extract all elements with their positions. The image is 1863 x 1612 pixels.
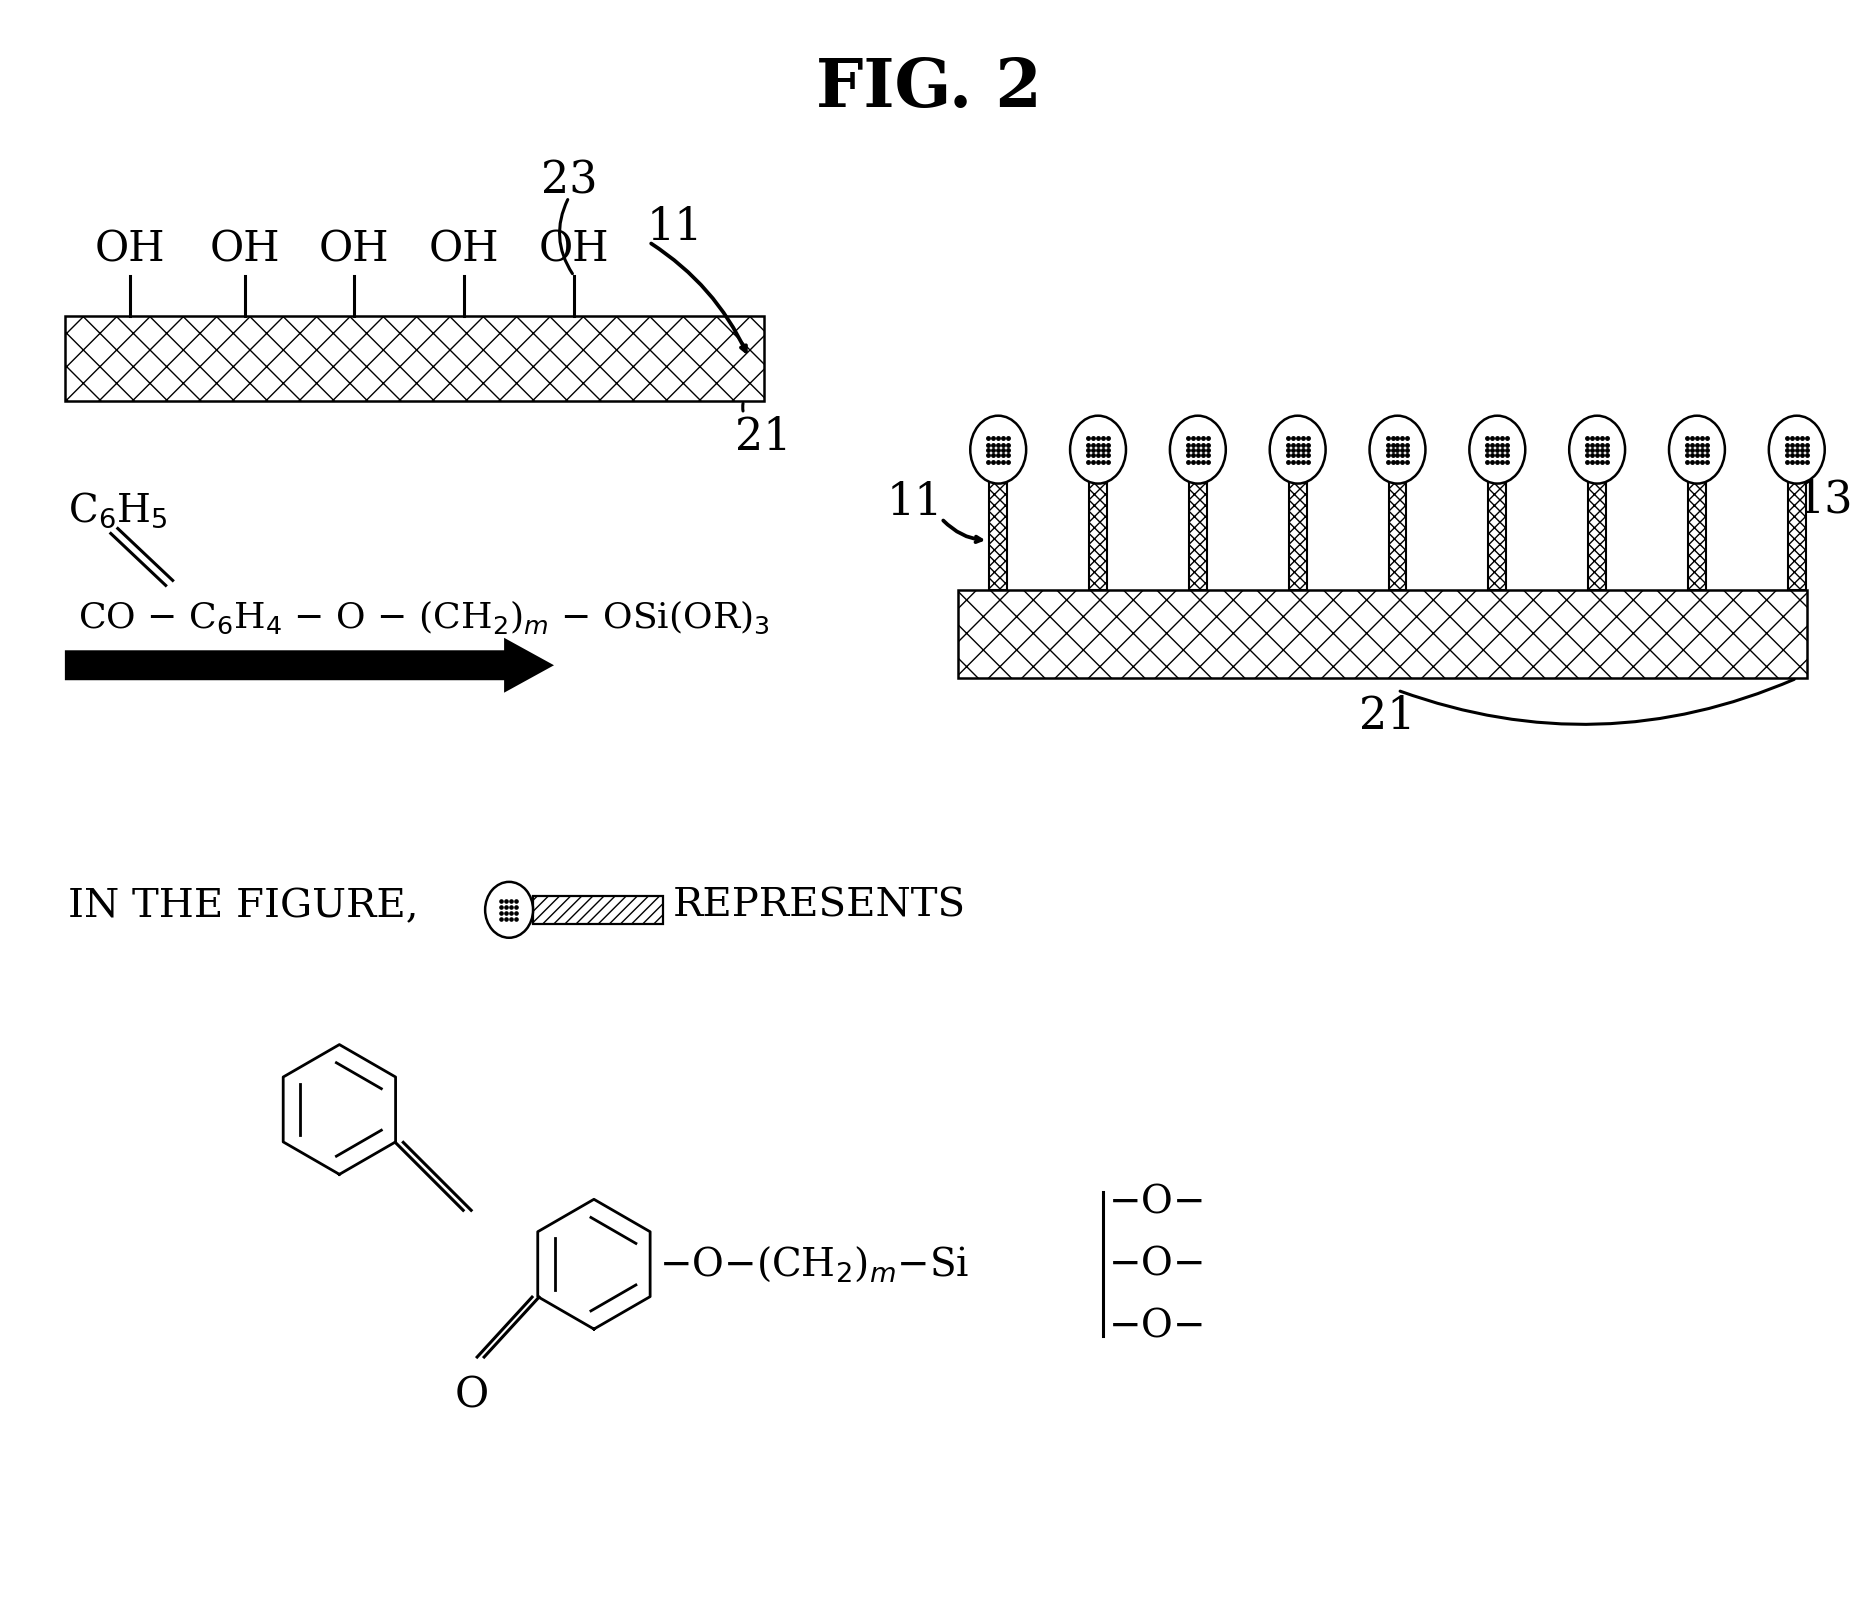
Text: FIG. 2: FIG. 2 bbox=[816, 56, 1041, 121]
Bar bbox=[1788, 476, 1805, 590]
Ellipse shape bbox=[484, 882, 533, 938]
Text: 23: 23 bbox=[540, 160, 598, 203]
Bar bbox=[65, 316, 764, 401]
Text: OH: OH bbox=[538, 229, 609, 271]
Ellipse shape bbox=[1768, 416, 1824, 484]
Bar bbox=[1688, 476, 1707, 590]
Bar bbox=[1388, 476, 1407, 590]
Text: OH: OH bbox=[319, 229, 389, 271]
Text: $-$O$-$(CH$_2$)$_m$$-$Si: $-$O$-$(CH$_2$)$_m$$-$Si bbox=[660, 1244, 969, 1285]
Text: $-$O$-$: $-$O$-$ bbox=[1108, 1183, 1203, 1220]
Bar bbox=[1289, 476, 1306, 590]
Text: OH: OH bbox=[209, 229, 279, 271]
Bar bbox=[1489, 476, 1507, 590]
Text: 21: 21 bbox=[736, 416, 792, 459]
Bar bbox=[1189, 476, 1207, 590]
Text: 13: 13 bbox=[1796, 479, 1854, 522]
Text: C$_6$H$_5$: C$_6$H$_5$ bbox=[67, 490, 168, 530]
Text: OH: OH bbox=[95, 229, 166, 271]
Ellipse shape bbox=[1170, 416, 1226, 484]
FancyArrow shape bbox=[65, 638, 553, 693]
Ellipse shape bbox=[1470, 416, 1526, 484]
Ellipse shape bbox=[1569, 416, 1625, 484]
Bar bbox=[1090, 476, 1107, 590]
Bar bbox=[958, 590, 1807, 679]
Ellipse shape bbox=[1369, 416, 1425, 484]
Text: O: O bbox=[455, 1375, 490, 1417]
Text: IN THE FIGURE,: IN THE FIGURE, bbox=[67, 888, 419, 925]
Ellipse shape bbox=[1669, 416, 1725, 484]
Bar bbox=[989, 476, 1008, 590]
Ellipse shape bbox=[971, 416, 1027, 484]
Bar bbox=[1587, 476, 1606, 590]
Text: CO $-$ C$_6$H$_4$ $-$ O $-$ (CH$_2$)$_m$ $-$ OSi(OR)$_3$: CO $-$ C$_6$H$_4$ $-$ O $-$ (CH$_2$)$_m$… bbox=[78, 598, 769, 635]
Ellipse shape bbox=[1069, 416, 1125, 484]
Text: 11: 11 bbox=[887, 480, 943, 524]
Ellipse shape bbox=[1271, 416, 1326, 484]
Text: 21: 21 bbox=[1360, 695, 1416, 738]
Text: OH: OH bbox=[428, 229, 499, 271]
Text: $-$O$-$: $-$O$-$ bbox=[1108, 1246, 1203, 1283]
Bar bbox=[533, 896, 663, 924]
Text: $-$O$-$: $-$O$-$ bbox=[1108, 1307, 1203, 1344]
Text: 11: 11 bbox=[646, 206, 704, 250]
Text: REPRESENTS: REPRESENTS bbox=[673, 888, 965, 925]
